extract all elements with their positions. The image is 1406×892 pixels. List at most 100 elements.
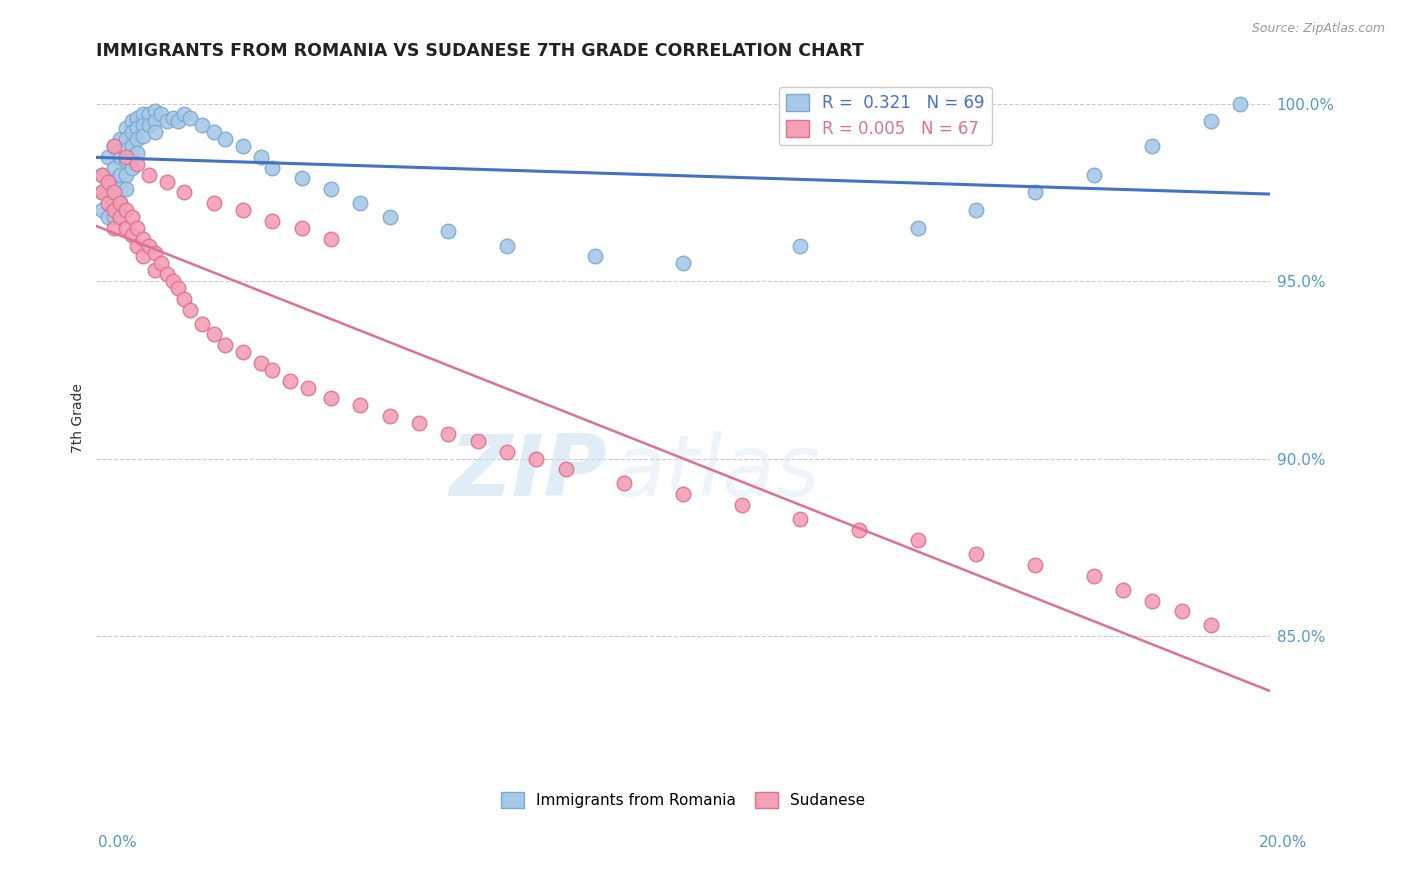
Point <box>103 196 125 211</box>
Point <box>132 249 155 263</box>
Point <box>1024 558 1046 573</box>
Point <box>121 114 143 128</box>
Point <box>1199 114 1222 128</box>
Point <box>114 182 136 196</box>
Point <box>297 381 319 395</box>
Point <box>162 111 184 125</box>
Point <box>496 238 519 252</box>
Point <box>232 345 254 359</box>
Point <box>1083 568 1105 582</box>
Point <box>143 114 166 128</box>
Point <box>108 211 131 225</box>
Point <box>114 121 136 136</box>
Point <box>173 107 195 121</box>
Text: atlas: atlas <box>613 431 821 514</box>
Point <box>554 462 576 476</box>
Point <box>291 220 314 235</box>
Point <box>191 317 214 331</box>
Point <box>97 175 120 189</box>
Point <box>262 213 284 227</box>
Point <box>179 302 201 317</box>
Point <box>1199 618 1222 632</box>
Point <box>437 224 460 238</box>
Point <box>97 196 120 211</box>
Point <box>672 256 695 270</box>
Point <box>319 231 342 245</box>
Point <box>91 203 114 218</box>
Point <box>103 139 125 153</box>
Point <box>91 186 114 200</box>
Point <box>232 139 254 153</box>
Point <box>103 186 125 200</box>
Point <box>496 444 519 458</box>
Point <box>121 211 143 225</box>
Point <box>127 238 149 252</box>
Point <box>91 168 114 182</box>
Point <box>789 238 811 252</box>
Point <box>202 327 225 342</box>
Point <box>114 203 136 218</box>
Point <box>249 356 271 370</box>
Point <box>114 168 136 182</box>
Point <box>349 398 371 412</box>
Point <box>907 220 929 235</box>
Point <box>167 114 190 128</box>
Point <box>156 114 179 128</box>
Point <box>179 111 201 125</box>
Point <box>191 118 214 132</box>
Point <box>1142 593 1164 607</box>
Point <box>114 220 136 235</box>
Point <box>1024 186 1046 200</box>
Point <box>167 281 190 295</box>
Point <box>103 203 125 218</box>
Text: Source: ZipAtlas.com: Source: ZipAtlas.com <box>1251 22 1385 36</box>
Point <box>232 203 254 218</box>
Point <box>143 103 166 118</box>
Point <box>1171 604 1194 618</box>
Point <box>97 196 120 211</box>
Point <box>149 107 172 121</box>
Point <box>91 186 114 200</box>
Point <box>965 548 987 562</box>
Point <box>114 153 136 168</box>
Point <box>319 391 342 405</box>
Point <box>97 186 120 200</box>
Point <box>132 118 155 132</box>
Point <box>437 426 460 441</box>
Point <box>132 231 155 245</box>
Point <box>138 107 160 121</box>
Point <box>108 168 131 182</box>
Point <box>143 263 166 277</box>
Point <box>97 211 120 225</box>
Point <box>613 476 636 491</box>
Point <box>526 451 548 466</box>
Point <box>121 139 143 153</box>
Point <box>156 267 179 281</box>
Point <box>173 186 195 200</box>
Point <box>132 107 155 121</box>
Point <box>121 227 143 242</box>
Point <box>262 363 284 377</box>
Point <box>108 182 131 196</box>
Point <box>121 161 143 175</box>
Point <box>149 256 172 270</box>
Point <box>1083 168 1105 182</box>
Text: IMMIGRANTS FROM ROMANIA VS SUDANESE 7TH GRADE CORRELATION CHART: IMMIGRANTS FROM ROMANIA VS SUDANESE 7TH … <box>97 42 865 60</box>
Point <box>1142 139 1164 153</box>
Point <box>349 196 371 211</box>
Point <box>108 150 131 164</box>
Point <box>965 203 987 218</box>
Point <box>127 111 149 125</box>
Point <box>103 161 125 175</box>
Point <box>202 196 225 211</box>
Point <box>103 220 125 235</box>
Point <box>97 175 120 189</box>
Point <box>156 175 179 189</box>
Y-axis label: 7th Grade: 7th Grade <box>72 383 86 453</box>
Point <box>202 125 225 139</box>
Point <box>408 416 430 430</box>
Text: ZIP: ZIP <box>449 431 607 514</box>
Point <box>214 132 236 146</box>
Point <box>378 211 401 225</box>
Point <box>103 211 125 225</box>
